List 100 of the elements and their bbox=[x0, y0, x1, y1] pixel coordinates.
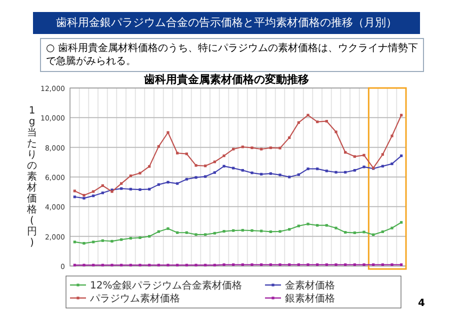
point bbox=[157, 183, 160, 186]
point bbox=[288, 263, 291, 266]
point bbox=[344, 170, 347, 174]
point bbox=[260, 148, 263, 150]
point bbox=[390, 134, 394, 138]
point bbox=[129, 188, 132, 190]
point bbox=[344, 263, 347, 266]
point bbox=[213, 160, 216, 164]
point bbox=[297, 173, 300, 176]
point bbox=[372, 233, 375, 236]
legend-label: 銀素材価格 bbox=[285, 292, 335, 304]
chart-title: 歯科用金銀パラジウム合金の告示価格と平均素材価格の推移（月別） bbox=[33, 12, 420, 34]
point bbox=[334, 263, 338, 266]
point bbox=[241, 263, 244, 266]
point bbox=[381, 153, 384, 156]
line-series bbox=[73, 154, 403, 200]
point bbox=[222, 263, 226, 266]
point bbox=[185, 178, 188, 181]
point bbox=[120, 187, 123, 190]
point bbox=[325, 263, 328, 266]
point bbox=[278, 263, 282, 266]
point bbox=[73, 264, 76, 266]
point bbox=[381, 263, 384, 266]
chart-subtitle: 歯科用貴金属素材価格の変動推移 bbox=[144, 73, 309, 86]
point bbox=[92, 194, 95, 198]
point bbox=[362, 263, 366, 266]
point bbox=[297, 224, 300, 228]
point bbox=[325, 170, 328, 172]
point bbox=[306, 222, 310, 226]
point bbox=[288, 228, 291, 231]
point bbox=[101, 184, 104, 187]
point bbox=[344, 231, 347, 234]
point bbox=[353, 155, 356, 158]
point bbox=[166, 131, 170, 134]
point bbox=[110, 240, 114, 243]
point bbox=[213, 171, 216, 174]
point bbox=[250, 263, 254, 266]
point bbox=[250, 172, 254, 174]
point bbox=[241, 228, 244, 232]
point bbox=[138, 236, 142, 239]
legend-label: 金素材価格 bbox=[285, 280, 335, 292]
point bbox=[260, 172, 263, 176]
point bbox=[316, 263, 319, 266]
text: 4 bbox=[418, 298, 425, 309]
point bbox=[250, 146, 254, 150]
point bbox=[316, 168, 319, 170]
line-series bbox=[73, 114, 403, 197]
point bbox=[232, 263, 235, 266]
point bbox=[390, 162, 394, 166]
point bbox=[157, 145, 160, 148]
point bbox=[372, 263, 375, 266]
point bbox=[297, 121, 300, 124]
point bbox=[194, 176, 198, 179]
point bbox=[400, 154, 403, 158]
point bbox=[166, 227, 170, 230]
point bbox=[166, 180, 170, 184]
point bbox=[222, 164, 226, 168]
point bbox=[176, 182, 179, 185]
point bbox=[353, 263, 356, 266]
point bbox=[232, 166, 235, 170]
point bbox=[334, 226, 338, 230]
point bbox=[306, 114, 310, 116]
point bbox=[400, 114, 403, 116]
point bbox=[362, 230, 366, 234]
point bbox=[269, 263, 272, 266]
legend-label: 12%金銀パラジウム合金素材価格 bbox=[90, 280, 242, 292]
text: ○ 歯科用貴金属材料価格のうち、特にパラジウムの素材価格は、ウクライナ情勢下で急騰がみられる。 bbox=[40, 38, 424, 72]
point bbox=[176, 152, 179, 154]
point bbox=[306, 168, 310, 170]
point bbox=[288, 136, 291, 139]
point bbox=[269, 146, 272, 150]
point bbox=[129, 236, 132, 240]
point bbox=[101, 239, 104, 242]
point bbox=[278, 174, 282, 176]
point bbox=[185, 231, 188, 234]
point bbox=[325, 224, 328, 227]
point bbox=[381, 164, 384, 168]
point bbox=[400, 263, 403, 266]
point bbox=[176, 231, 179, 234]
point bbox=[297, 263, 300, 266]
point bbox=[260, 263, 263, 266]
point bbox=[222, 154, 226, 158]
point bbox=[82, 194, 86, 197]
point bbox=[362, 154, 366, 156]
text: 1g当たりの素材価格(円) bbox=[27, 106, 37, 248]
point bbox=[232, 148, 235, 150]
point bbox=[325, 120, 328, 123]
point bbox=[157, 230, 160, 233]
legend-label: パラジウム素材価格 bbox=[89, 292, 180, 304]
point bbox=[344, 151, 347, 154]
point bbox=[278, 230, 282, 233]
point bbox=[381, 230, 384, 234]
point bbox=[269, 172, 272, 175]
point bbox=[241, 169, 244, 172]
point bbox=[82, 196, 86, 200]
point bbox=[129, 174, 132, 178]
point bbox=[138, 172, 142, 174]
point bbox=[73, 196, 76, 198]
point bbox=[213, 232, 216, 235]
point bbox=[362, 166, 366, 168]
